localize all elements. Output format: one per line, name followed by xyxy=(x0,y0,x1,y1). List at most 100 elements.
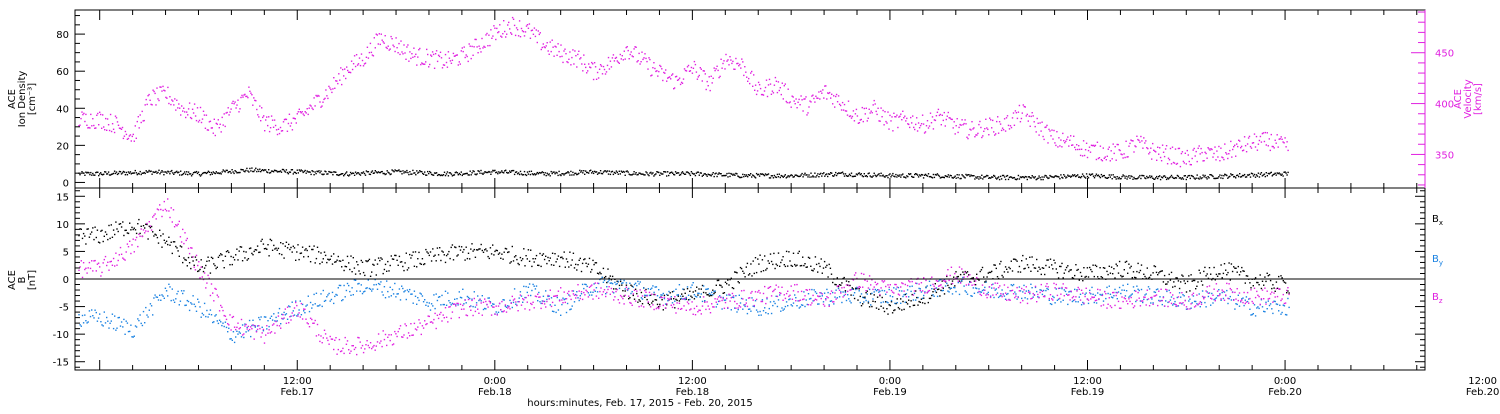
data-point xyxy=(173,241,176,243)
data-point xyxy=(949,174,951,177)
data-point xyxy=(1060,301,1062,303)
data-point xyxy=(946,275,948,278)
data-point xyxy=(282,243,284,245)
data-point xyxy=(1002,174,1005,177)
data-point xyxy=(270,239,273,242)
data-point xyxy=(399,325,402,327)
data-point xyxy=(610,171,613,173)
data-point xyxy=(95,270,97,272)
data-point xyxy=(1119,149,1121,152)
data-point xyxy=(768,78,771,81)
data-point xyxy=(1236,143,1238,145)
data-point xyxy=(1022,254,1024,257)
data-point xyxy=(126,232,129,234)
data-point xyxy=(718,172,720,174)
data-point xyxy=(490,173,492,175)
data-point xyxy=(118,223,120,225)
data-point xyxy=(701,284,704,287)
data-point xyxy=(694,295,697,298)
data-point xyxy=(87,127,89,129)
data-point xyxy=(527,249,530,251)
data-point xyxy=(301,318,304,320)
data-point xyxy=(180,246,183,248)
data-point xyxy=(755,271,758,274)
data-point xyxy=(115,117,118,119)
data-point xyxy=(496,171,498,173)
data-point xyxy=(1228,153,1230,155)
data-point xyxy=(531,303,533,306)
data-point xyxy=(532,283,534,286)
data-point xyxy=(667,171,669,173)
data-point xyxy=(528,283,531,285)
data-point xyxy=(1034,267,1037,269)
data-point xyxy=(893,175,895,177)
data-point xyxy=(569,308,571,311)
data-point xyxy=(1112,273,1114,275)
data-point xyxy=(951,280,954,282)
data-point xyxy=(662,309,664,311)
data-point xyxy=(932,128,935,130)
data-point xyxy=(383,268,386,271)
data-point xyxy=(525,174,528,177)
data-point xyxy=(147,316,149,318)
data-point xyxy=(366,171,369,173)
data-point xyxy=(296,113,298,115)
data-point xyxy=(444,261,447,264)
data-point xyxy=(1168,273,1170,276)
data-point xyxy=(1068,175,1070,177)
data-point xyxy=(194,115,197,117)
data-point xyxy=(933,119,936,121)
data-point xyxy=(188,102,191,104)
data-point xyxy=(179,236,182,238)
data-point xyxy=(662,173,664,175)
data-point xyxy=(796,174,798,177)
data-point xyxy=(958,126,960,129)
data-point xyxy=(818,176,820,178)
data-point xyxy=(923,297,925,299)
data-point xyxy=(1162,281,1165,283)
data-point xyxy=(751,297,753,299)
data-point xyxy=(391,169,393,171)
data-point xyxy=(1166,290,1168,293)
data-point xyxy=(834,106,836,108)
data-point xyxy=(639,172,641,174)
data-point xyxy=(146,171,148,173)
data-point xyxy=(239,246,241,248)
data-point xyxy=(351,68,354,71)
data-point xyxy=(754,300,757,302)
data-point xyxy=(1202,160,1204,162)
data-point xyxy=(758,314,760,316)
data-point xyxy=(350,350,352,352)
data-point xyxy=(335,337,337,339)
data-point xyxy=(1249,145,1252,148)
data-point xyxy=(280,242,282,244)
data-point xyxy=(700,68,702,70)
data-point xyxy=(1225,174,1227,176)
data-point xyxy=(1051,176,1053,178)
data-point xyxy=(637,301,639,303)
data-point xyxy=(1153,291,1155,293)
data-point xyxy=(662,79,664,82)
data-point xyxy=(222,322,224,324)
data-point xyxy=(734,307,736,309)
data-point xyxy=(1123,175,1125,177)
data-point xyxy=(419,170,421,172)
data-point xyxy=(920,291,923,293)
data-point xyxy=(450,304,452,306)
data-point xyxy=(1234,267,1236,269)
data-point xyxy=(225,326,228,329)
data-point xyxy=(84,120,86,123)
data-point xyxy=(1256,175,1259,177)
data-point xyxy=(601,276,603,278)
data-point xyxy=(1067,136,1069,138)
data-point xyxy=(1239,173,1241,175)
data-point xyxy=(281,253,283,256)
data-point xyxy=(1244,299,1246,301)
data-point xyxy=(915,173,917,175)
data-point xyxy=(948,176,950,178)
data-point xyxy=(193,303,195,305)
data-point xyxy=(531,173,534,175)
data-point xyxy=(411,334,413,336)
data-point xyxy=(632,173,634,175)
data-point xyxy=(1171,176,1174,178)
